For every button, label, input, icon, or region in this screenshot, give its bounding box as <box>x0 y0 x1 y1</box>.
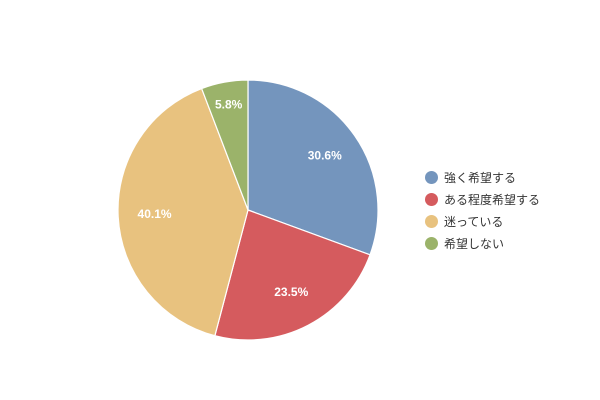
legend-swatch-somewhat-hope <box>425 192 438 206</box>
legend-item-undecided[interactable]: 迷っている <box>425 210 595 232</box>
legend-swatch-strongly-hope <box>425 170 438 184</box>
legend-label-strongly-hope: 強く希望する <box>444 170 517 185</box>
legend-item-not-hope[interactable]: 希望しない <box>425 232 595 254</box>
legend-item-strongly-hope[interactable]: 強く希望する <box>425 166 595 188</box>
legend-label-undecided: 迷っている <box>444 214 504 229</box>
data-label-undecided: 40.1% <box>138 207 172 221</box>
legend-swatch-undecided <box>425 214 438 228</box>
legend-item-somewhat-hope[interactable]: ある程度希望する <box>425 188 595 210</box>
data-label-strongly-hope: 30.6% <box>308 149 342 163</box>
data-label-not-hope: 5.8% <box>215 97 243 111</box>
pie-slice-not-hope[interactable] <box>200 79 249 211</box>
legend-swatch-not-hope <box>425 236 438 250</box>
legend-label-somewhat-hope: ある程度希望する <box>444 192 541 207</box>
data-label-somewhat-hope: 23.5% <box>274 285 308 299</box>
legend: 強く希望する ある程度希望する 迷っている 希望しない <box>425 166 595 254</box>
pie-slice-somewhat-hope[interactable] <box>214 209 371 341</box>
pie-slice-undecided[interactable] <box>117 87 249 337</box>
legend-label-not-hope: 希望しない <box>444 236 505 251</box>
pie-slice-strongly-hope[interactable] <box>247 79 379 256</box>
